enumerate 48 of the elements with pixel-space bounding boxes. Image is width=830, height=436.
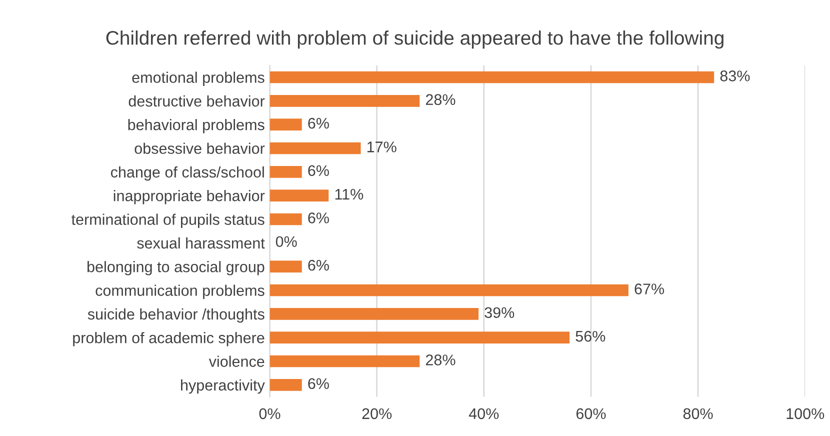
- x-tick-label: 40%: [468, 408, 499, 420]
- bar: [270, 94, 420, 107]
- x-tick-label: 60%: [576, 408, 606, 420]
- x-tick-label: 0%: [259, 408, 280, 420]
- y-tick-label: problem of academic sphere: [73, 332, 264, 346]
- data-label: 17%: [367, 142, 396, 152]
- data-label: 83%: [720, 70, 750, 82]
- chart-title: Children referred with problem of suicide appeared to have the following: [106, 30, 724, 49]
- data-label: 6%: [308, 118, 329, 129]
- bar: [270, 260, 302, 272]
- x-tick-label: 80%: [683, 408, 713, 420]
- bar: [270, 284, 628, 296]
- data-label: 6%: [308, 165, 329, 176]
- x-tick-label: 100%: [786, 408, 824, 420]
- bar: [270, 379, 302, 391]
- bar: [270, 166, 302, 178]
- y-tick-label: terminational of pupils status: [72, 214, 264, 228]
- data-label: 67%: [634, 284, 664, 294]
- x-tick-label: 20%: [362, 408, 392, 420]
- data-label: 0%: [276, 236, 297, 248]
- bar: [270, 308, 479, 320]
- data-label: 28%: [426, 94, 456, 106]
- data-label: 56%: [576, 330, 606, 342]
- y-tick-label: destructive behavior: [128, 95, 265, 107]
- data-label: 39%: [484, 307, 514, 318]
- y-tick-label: violence: [208, 356, 264, 367]
- bar: [270, 190, 329, 202]
- data-label: 6%: [308, 260, 329, 271]
- y-tick-label: hyperactivity: [181, 379, 265, 394]
- y-tick-label: behavioral problems: [128, 119, 264, 134]
- bar: [270, 213, 302, 226]
- bar: [270, 142, 361, 154]
- y-tick-label: change of class/school: [110, 166, 264, 181]
- data-label: 6%: [308, 212, 329, 224]
- y-tick-label: emotional problems: [132, 72, 264, 86]
- bar: [270, 118, 302, 130]
- y-tick-label: sexual harassment: [137, 237, 265, 249]
- data-label: 6%: [308, 378, 329, 390]
- bar: [270, 332, 570, 344]
- bar: [270, 355, 420, 368]
- bar: [270, 71, 714, 84]
- data-label: 11%: [335, 188, 364, 200]
- y-tick-label: inappropriate behavior: [114, 190, 265, 204]
- y-tick-label: obsessive behavior: [134, 142, 265, 154]
- y-tick-label: communication problems: [96, 284, 264, 299]
- data-label: 28%: [426, 354, 456, 366]
- y-tick-label: suicide behavior /thoughts: [88, 308, 264, 323]
- y-tick-label: belonging to asocial group: [88, 261, 264, 276]
